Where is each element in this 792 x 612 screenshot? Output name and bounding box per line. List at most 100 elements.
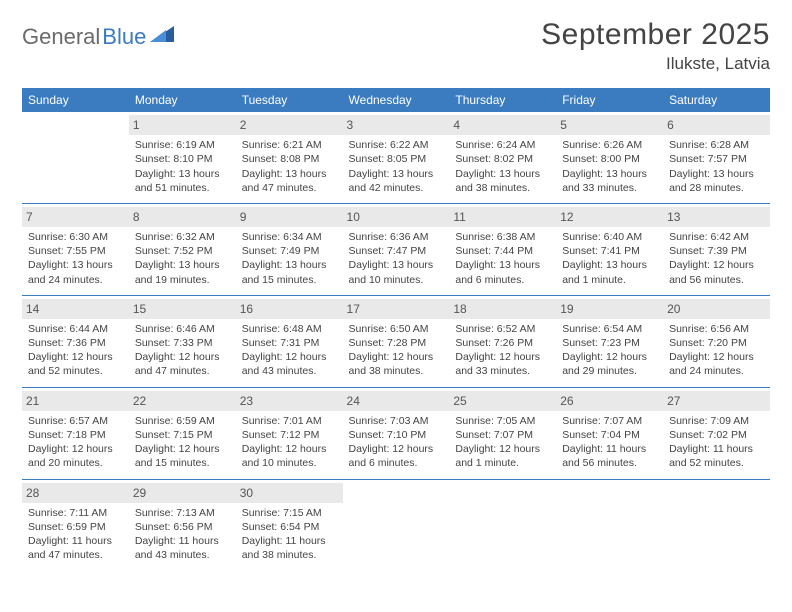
calendar-week-row: 21 Sunrise: 6:57 AMSunset: 7:18 PM Dayligh…: [22, 387, 770, 479]
sunrise-text: Sunrise: 6:40 AM: [562, 230, 657, 244]
calendar-week-row: 1Sunrise: 6:19 AMSunset: 8:10 PMDaylight…: [22, 112, 770, 203]
day-number: 15: [129, 299, 236, 319]
weekday-header: Sunday: [22, 88, 129, 112]
sunrise-text: Sunrise: 6:50 AM: [349, 322, 444, 336]
daylight-text: Daylight: 12 hours and 24 minutes.: [669, 350, 764, 378]
sunset-text: Sunset: 7:39 PM: [669, 244, 764, 258]
day-number: 1: [129, 115, 236, 135]
sunrise-text: Sunrise: 6:57 AM: [28, 414, 123, 428]
sunrise-text: Sunrise: 7:15 AM: [242, 506, 337, 520]
daylight-text: Daylight: 13 hours and 38 minutes.: [455, 167, 550, 195]
calendar-day-cell: 22Sunrise: 6:59 AMSunset: 7:15 PMDayligh…: [129, 387, 236, 479]
calendar-day-cell: 18Sunrise: 6:52 AMSunset: 7:26 PMDayligh…: [449, 295, 556, 387]
daylight-text: Daylight: 11 hours and 38 minutes.: [242, 534, 337, 562]
day-number: 12: [556, 207, 663, 227]
sunset-text: Sunset: 7:28 PM: [349, 336, 444, 350]
day-number: 3: [343, 115, 450, 135]
sunrise-text: Sunrise: 6:34 AM: [242, 230, 337, 244]
sunrise-text: Sunrise: 6:21 AM: [242, 138, 337, 152]
day-number: 8: [129, 207, 236, 227]
sunrise-text: Sunrise: 7:03 AM: [349, 414, 444, 428]
sunrise-text: Sunrise: 6:38 AM: [455, 230, 550, 244]
sunset-text: Sunset: 7:31 PM: [242, 336, 337, 350]
day-number: 19: [556, 299, 663, 319]
day-number: 16: [236, 299, 343, 319]
daylight-text: Daylight: 13 hours and 33 minutes.: [562, 167, 657, 195]
sunset-text: Sunset: 7:47 PM: [349, 244, 444, 258]
sunset-text: Sunset: 7:26 PM: [455, 336, 550, 350]
calendar-week-row: 14Sunrise: 6:44 AMSunset: 7:36 PMDayligh…: [22, 295, 770, 387]
day-number: 7: [22, 207, 129, 227]
location: Ilukste, Latvia: [541, 54, 770, 74]
calendar-week-row: 28Sunrise: 7:11 AMSunset: 6:59 PMDayligh…: [22, 479, 770, 570]
daylight-text: Daylight: 13 hours and 28 minutes.: [669, 167, 764, 195]
calendar-day-cell: 12 Sunrise: 6:40 AMSunset: 7:41 PMDayligh…: [556, 203, 663, 295]
daylight-text: Daylight: 12 hours and 10 minutes.: [242, 442, 337, 470]
daylight-text: Daylight: 13 hours and 47 minutes.: [242, 167, 337, 195]
sunset-text: Sunset: 6:54 PM: [242, 520, 337, 534]
sunrise-text: Sunrise: 6:30 AM: [28, 230, 123, 244]
calendar-day-cell: 19Sunrise: 6:54 AMSunset: 7:23 PMDayligh…: [556, 295, 663, 387]
daylight-text: Daylight: 13 hours and 1 minute.: [562, 258, 657, 286]
day-number: 14: [22, 299, 129, 319]
sunset-text: Sunset: 7:44 PM: [455, 244, 550, 258]
sunrise-text: Sunrise: 7:09 AM: [669, 414, 764, 428]
daylight-text: Daylight: 13 hours and 51 minutes.: [135, 167, 230, 195]
day-number: 25: [449, 391, 556, 411]
logo-triangle-icon: [150, 26, 174, 44]
sunrise-text: Sunrise: 6:56 AM: [669, 322, 764, 336]
sunset-text: Sunset: 7:18 PM: [28, 428, 123, 442]
sunset-text: Sunset: 7:23 PM: [562, 336, 657, 350]
sunset-text: Sunset: 8:02 PM: [455, 152, 550, 166]
calendar-day-cell: 11 Sunrise: 6:38 AMSunset: 7:44 PMDayligh…: [449, 203, 556, 295]
calendar-day-cell: 26Sunrise: 7:07 AMSunset: 7:04 PMDayligh…: [556, 387, 663, 479]
day-number: 2: [236, 115, 343, 135]
calendar-day-cell: 8Sunrise: 6:32 AMSunset: 7:52 PMDaylight…: [129, 203, 236, 295]
calendar-day-cell: [556, 479, 663, 570]
sunset-text: Sunset: 7:36 PM: [28, 336, 123, 350]
day-number: 24: [343, 391, 450, 411]
sunset-text: Sunset: 8:10 PM: [135, 152, 230, 166]
sunset-text: Sunset: 6:59 PM: [28, 520, 123, 534]
sunrise-text: Sunrise: 7:13 AM: [135, 506, 230, 520]
sunset-text: Sunset: 7:04 PM: [562, 428, 657, 442]
logo-text-blue: Blue: [102, 24, 146, 50]
daylight-text: Daylight: 11 hours and 52 minutes.: [669, 442, 764, 470]
sunset-text: Sunset: 7:49 PM: [242, 244, 337, 258]
calendar-day-cell: 6Sunrise: 6:28 AMSunset: 7:57 PMDaylight…: [663, 112, 770, 203]
sunset-text: Sunset: 7:02 PM: [669, 428, 764, 442]
day-number: 22: [129, 391, 236, 411]
daylight-text: Daylight: 12 hours and 52 minutes.: [28, 350, 123, 378]
calendar-day-cell: [343, 479, 450, 570]
calendar-day-cell: 17 Sunrise: 6:50 AMSunset: 7:28 PMDayligh…: [343, 295, 450, 387]
daylight-text: Daylight: 13 hours and 6 minutes.: [455, 258, 550, 286]
calendar-day-cell: 16Sunrise: 6:48 AMSunset: 7:31 PMDayligh…: [236, 295, 343, 387]
daylight-text: Daylight: 13 hours and 19 minutes.: [135, 258, 230, 286]
sunset-text: Sunset: 7:41 PM: [562, 244, 657, 258]
calendar-day-cell: 13Sunrise: 6:42 AMSunset: 7:39 PMDayligh…: [663, 203, 770, 295]
sunset-text: Sunset: 7:57 PM: [669, 152, 764, 166]
day-number: 13: [663, 207, 770, 227]
calendar-day-cell: 14Sunrise: 6:44 AMSunset: 7:36 PMDayligh…: [22, 295, 129, 387]
daylight-text: Daylight: 13 hours and 15 minutes.: [242, 258, 337, 286]
daylight-text: Daylight: 12 hours and 38 minutes.: [349, 350, 444, 378]
month-title: September 2025: [541, 18, 770, 52]
header: GeneralBlue September 2025 Ilukste, Latv…: [22, 18, 770, 74]
sunrise-text: Sunrise: 6:24 AM: [455, 138, 550, 152]
day-number: 9: [236, 207, 343, 227]
calendar-day-cell: 3Sunrise: 6:22 AMSunset: 8:05 PMDaylight…: [343, 112, 450, 203]
sunrise-text: Sunrise: 6:46 AM: [135, 322, 230, 336]
day-number: 11: [449, 207, 556, 227]
day-number: 6: [663, 115, 770, 135]
sunset-text: Sunset: 7:33 PM: [135, 336, 230, 350]
weekday-header: Monday: [129, 88, 236, 112]
day-number: 28: [22, 483, 129, 503]
sunrise-text: Sunrise: 6:52 AM: [455, 322, 550, 336]
sunrise-text: Sunrise: 6:42 AM: [669, 230, 764, 244]
day-number: 17: [343, 299, 450, 319]
day-number: 21: [22, 391, 129, 411]
calendar-day-cell: [449, 479, 556, 570]
calendar-day-cell: 30Sunrise: 7:15 AMSunset: 6:54 PMDayligh…: [236, 479, 343, 570]
daylight-text: Daylight: 12 hours and 29 minutes.: [562, 350, 657, 378]
sunrise-text: Sunrise: 6:36 AM: [349, 230, 444, 244]
